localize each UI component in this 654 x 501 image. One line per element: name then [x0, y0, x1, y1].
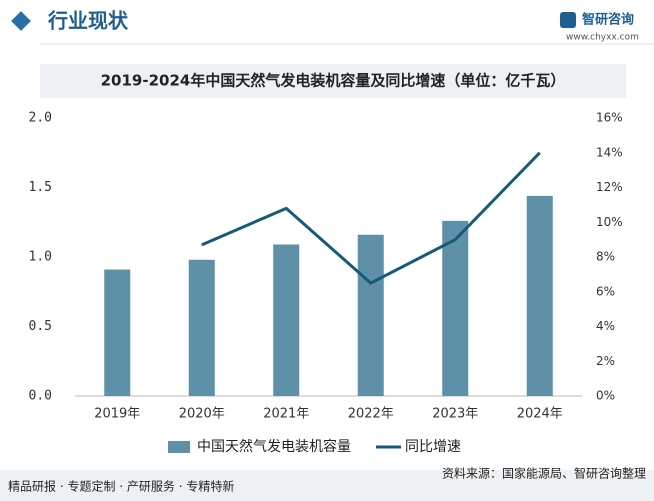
y2-tick-label: 2% [596, 354, 615, 368]
y-tick-label: 0.5 [29, 319, 52, 334]
x-tick-label: 2022年 [348, 407, 394, 422]
x-tick-label: 2024年 [517, 407, 563, 422]
y2-tick-label: 4% [596, 319, 615, 333]
title-box [40, 64, 626, 98]
logo-url: www.chyxx.com [566, 33, 639, 43]
bar [104, 269, 131, 396]
y-tick-label: 1.0 [29, 250, 52, 265]
footer-slogan: 精品研报 · 专题定制 · 产研服务 · 专精特新 [8, 479, 234, 494]
y-tick-label: 1.5 [29, 180, 52, 195]
logo-icon [560, 12, 576, 28]
y2-tick-label: 16% [596, 111, 623, 125]
footer-source: 资料来源：国家能源局、智研咨询整理 [442, 466, 646, 481]
header-bar [0, 0, 654, 46]
y2-tick-label: 12% [596, 180, 623, 194]
y2-tick-label: 14% [596, 145, 623, 159]
bar [273, 244, 300, 396]
x-tick-label: 2023年 [432, 407, 478, 422]
header-title: 行业现状 [47, 9, 129, 33]
x-tick-label: 2019年 [94, 407, 140, 422]
bar [188, 259, 215, 396]
y2-tick-label: 10% [596, 215, 623, 229]
header-diamond [11, 11, 31, 31]
bar [526, 195, 553, 396]
y-tick-label: 0.0 [29, 389, 52, 404]
legend-swatch [168, 441, 190, 453]
bar [357, 234, 384, 396]
chart-title: 2019-2024年中国天然气发电装机容量及同比增速（单位：亿千瓦） [101, 72, 566, 90]
bar [442, 220, 469, 396]
logo-text: 智研咨询 [582, 12, 634, 28]
y2-tick-label: 0% [596, 389, 615, 403]
y2-tick-label: 8% [596, 250, 615, 264]
footer-bar [0, 470, 654, 501]
y-tick-label: 2.0 [29, 111, 52, 126]
x-tick-label: 2020年 [179, 407, 225, 422]
x-tick-label: 2021年 [263, 407, 309, 422]
line [201, 151, 541, 285]
legend-label: 同比增速 [405, 439, 461, 455]
legend-label: 中国天然气发电装机容量 [197, 438, 351, 455]
y2-tick-label: 6% [596, 284, 615, 298]
